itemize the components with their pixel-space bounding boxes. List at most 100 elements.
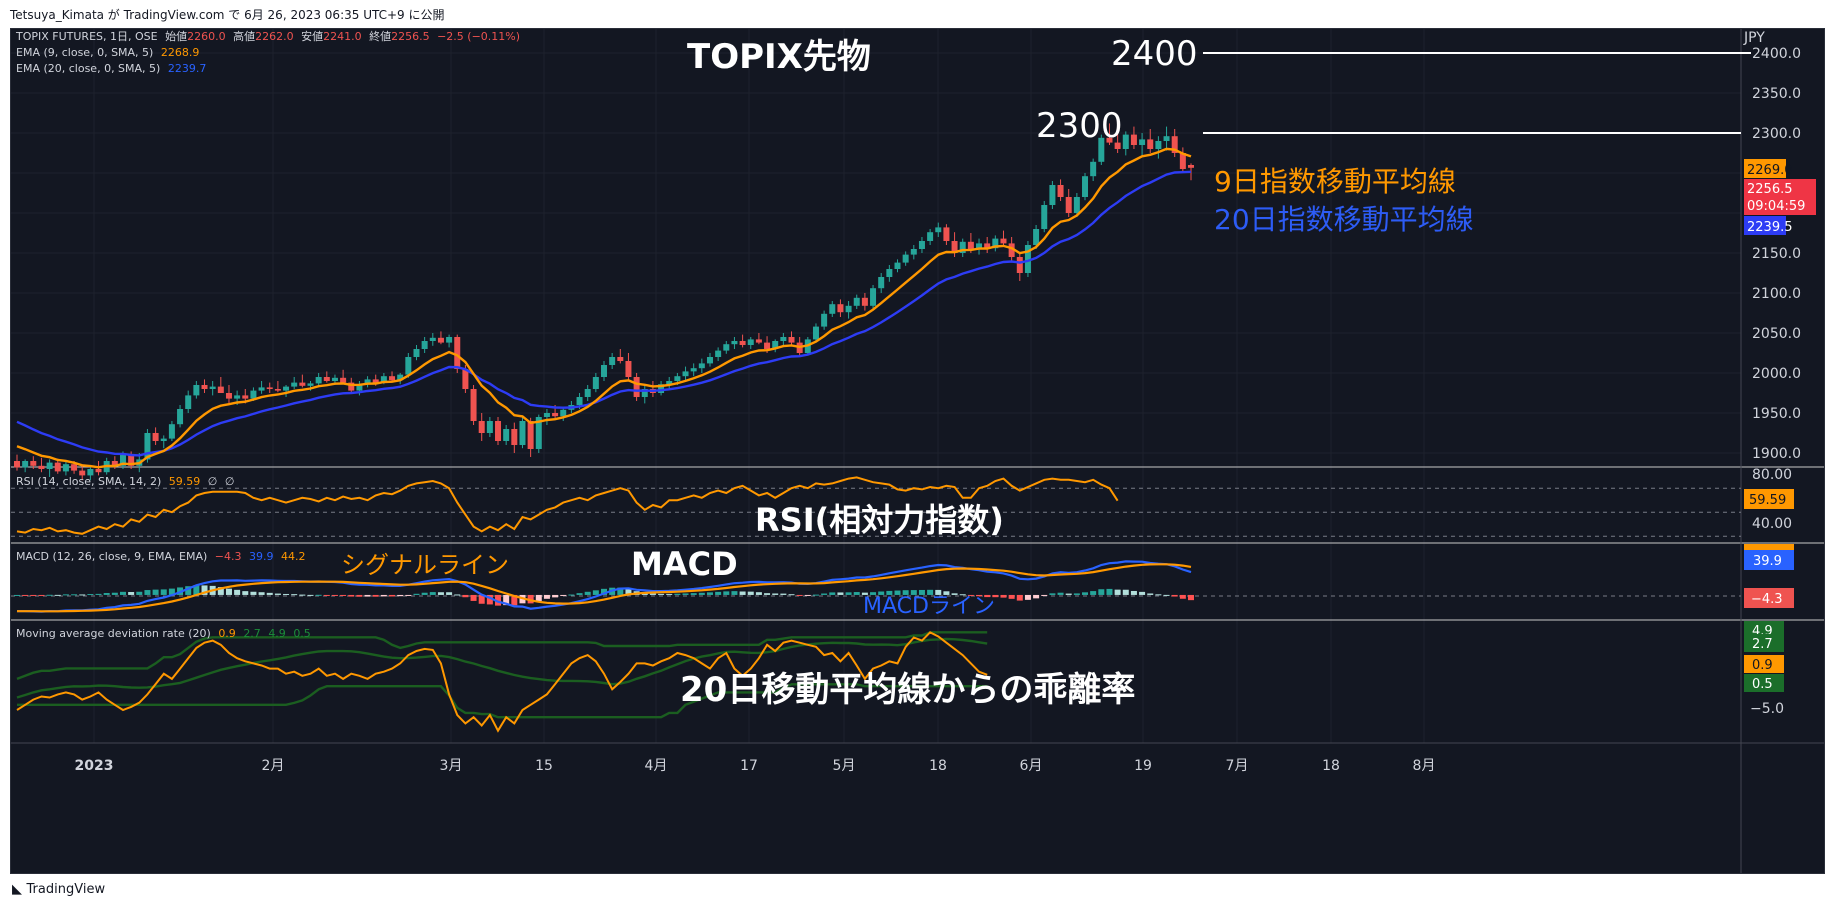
candle-body [861,297,868,306]
macd-hist-bar [14,594,20,596]
candle-body [429,337,436,341]
macd-hist-bar [495,594,502,606]
macd-hist-bar [258,592,265,595]
candle-body [1024,245,1031,273]
macd-hist-bar [682,593,689,595]
macd-hist-bar [772,593,779,595]
candle-body [853,297,860,306]
macd-hist-bar [568,594,575,596]
macd-hist-bar [706,592,713,595]
macd-hist-bar [79,594,86,596]
candle-body [1000,238,1007,244]
candle-body [397,374,404,381]
macd-hist-bar [111,592,118,595]
candle-body [1090,161,1097,177]
candle-body [755,339,762,343]
macd-hist-bar [617,587,624,595]
chart-area[interactable]: TOPIX FUTURES, 1日, OSE 始値2260.0 高値2262.0… [10,28,1825,874]
dev-badge-lower-text: 0.5 [1752,677,1773,692]
macd-hist-bar [1130,590,1137,595]
macd-hist-bar [878,591,885,595]
legend-rsi[interactable]: RSI (14, close, SMA, 14, 2) 59.59 ∅ ∅ [16,475,234,488]
macd-hist-bar [731,591,738,595]
macd-hist-bar [1147,593,1154,595]
candle-body [446,337,453,343]
candle-body [1114,142,1121,149]
macd-hist-bar [201,585,208,595]
candle-body [870,288,877,306]
candle-body [967,241,974,249]
macd-hist-bar [723,591,730,595]
candle-body [682,371,689,377]
tradingview-logo-icon: ◣ [12,882,27,897]
candle-body [519,421,526,445]
candle-body [1073,197,1080,213]
macd-hist-bar [291,594,298,596]
candle-body [739,341,746,345]
macd-hist-bar [837,592,844,595]
macd-hist-bar [217,587,224,595]
level-label-2300: 2300 [1036,106,1123,146]
candle-body [307,383,314,386]
price-tick: 2000.0 [1752,366,1801,382]
macd-hist-bar [87,594,94,596]
candle-body [225,393,232,399]
macd-hist-bar [576,593,583,595]
time-tick: 7月 [1226,758,1249,774]
macd-hist-bar [193,585,200,595]
rsi-line [16,476,1119,535]
candle-body [437,337,444,343]
macd-hist-bar [552,594,559,598]
macd-hist-bar [560,594,567,596]
legend-macd[interactable]: MACD (12, 26, close, 9, EMA, EMA) −4.3 3… [16,550,306,563]
ema9-annotation: 9日指数移動平均線 [1214,165,1456,198]
candle-body [1049,185,1056,205]
badge-countdown-text: 09:04:59 [1747,199,1805,214]
rsi-tick-40: 40.00 [1752,516,1792,532]
macd-hist-bar [429,592,436,595]
macd-hist-bar [225,588,232,595]
candle-body [495,421,502,441]
deviation-line [16,631,988,733]
macd-hist-bar [323,594,330,596]
candle-body [152,433,159,441]
macd-hist-bar [1114,589,1121,595]
macd-hist-bar [119,591,126,595]
macd-hist-bar [1033,594,1040,599]
legend-ema20[interactable]: EMA (20, close, 0, SMA, 5) 2239.7 [16,62,206,75]
macd-hist-bar [356,594,363,597]
legend-main[interactable]: TOPIX FUTURES, 1日, OSE 始値2260.0 高値2262.0… [15,29,520,43]
macd-hist-bar [886,590,893,595]
macd-hist-bar [470,594,477,601]
macd-hist-bar [462,594,469,598]
tradingview-logo[interactable]: ◣ TradingView [12,882,105,897]
candle-body [780,337,787,341]
candle-body [584,389,591,397]
dev-badge-mid-text: 2.7 [1752,637,1773,652]
macd-hist-bar [1082,592,1089,595]
candle-body [486,421,493,433]
legend-ema9[interactable]: EMA (9, close, 0, SMA, 5) 2268.9 [16,46,199,59]
macd-hist-bar [739,591,746,595]
candle-body [22,461,29,468]
candle-body [54,462,61,472]
ema9-line [16,147,1192,469]
candle-body [62,464,69,472]
chart-svg[interactable]: TOPIX FUTURES, 1日, OSE 始値2260.0 高値2262.0… [11,29,1824,873]
macd-hist-bar [829,592,836,595]
macd-hist-bar [1024,594,1031,600]
candle-body [128,454,135,466]
candle-body [641,389,648,397]
candle-body [299,382,306,386]
macd-hist-bar [511,594,518,606]
macd-hist-badge-text: −4.3 [1751,592,1783,607]
macd-hist-bar [1049,593,1056,595]
candle-body [609,357,616,365]
candle-body [1033,229,1040,245]
dev-badge-value-text: 0.9 [1752,658,1773,673]
candle-body [927,232,934,241]
candle-body [1016,257,1023,273]
candle-body [283,386,290,391]
legend-deviation[interactable]: Moving average deviation rate (20) 0.9 2… [16,627,311,640]
